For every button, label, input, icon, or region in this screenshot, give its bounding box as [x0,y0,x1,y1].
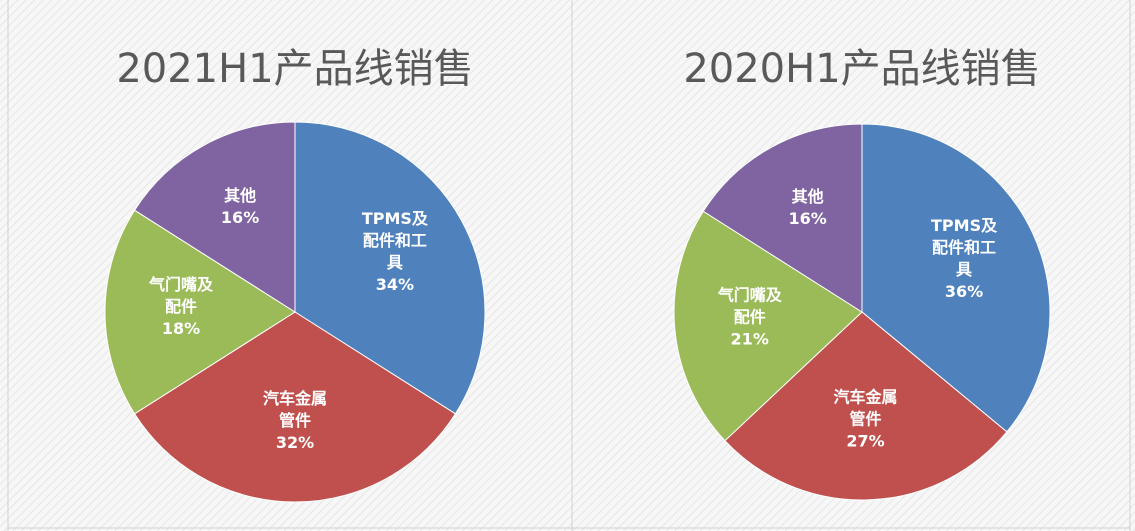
value-label: 32% [276,433,314,452]
value-label: 16% [789,209,827,228]
slice-label: 气门嘴及配件 [148,275,214,316]
value-label: 34% [376,275,414,294]
label-line: 气门嘴及 [148,275,214,294]
slice-label: 气门嘴及配件 [717,286,783,327]
label-line: 具 [956,260,972,279]
label-line: 具 [387,253,403,272]
label-line: 管件 [279,411,311,430]
pie-slice [724,311,1008,501]
label-line: 汽车金属 [834,388,898,407]
slice-label: 其他 [792,187,824,206]
value-label: 16% [221,208,259,227]
chart-title: 2021H1产品线销售 [116,46,473,92]
slice-label: 其他 [224,186,256,205]
label-line: 配件 [165,297,197,316]
slice-label: 汽车金属管件 [834,388,898,429]
pie-slice [294,121,486,415]
label-line: 其他 [792,187,824,206]
label-line: 配件 [734,308,766,327]
slice-label: 汽车金属管件 [263,389,327,430]
pie-slice [673,210,863,442]
value-label: 21% [731,330,769,349]
slice-label: TPMS及配件和工具 [931,216,998,279]
pie-slice [133,121,296,313]
pie-slice [702,123,863,313]
label-line: 其他 [224,186,256,205]
label-line: TPMS及 [931,216,998,235]
label-line: TPMS及 [362,209,429,228]
label-line: 配件和工 [932,238,996,257]
value-label: 18% [162,319,200,338]
pie-slice [861,123,1051,433]
pie-slice [133,311,457,503]
label-line: 管件 [850,410,882,429]
slice-label: TPMS及配件和工具 [362,209,429,272]
label-line: 配件和工 [363,231,427,250]
label-line: 汽车金属 [263,389,327,408]
pie-slice [104,209,296,415]
value-label: 27% [846,432,884,451]
label-line: 气门嘴及 [717,286,783,305]
chart-title: 2020H1产品线销售 [683,46,1040,92]
value-label: 36% [945,282,983,301]
